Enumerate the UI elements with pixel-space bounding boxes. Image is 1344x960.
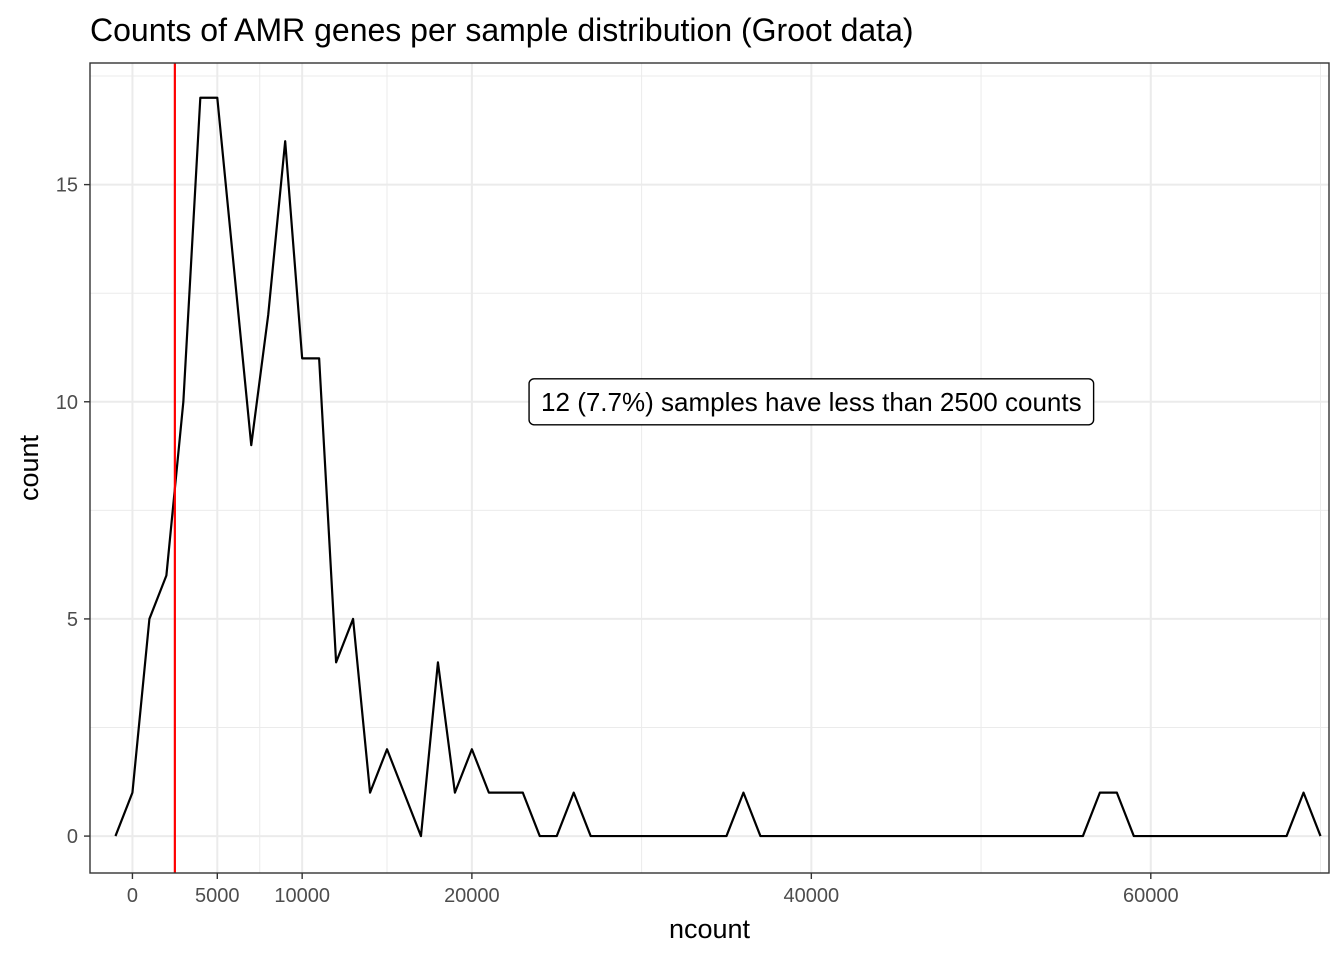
annotation-text: 12 (7.7%) samples have less than 2500 co… xyxy=(541,387,1082,417)
y-tick-label: 15 xyxy=(56,175,78,197)
series-layer xyxy=(114,96,1322,838)
plot-border xyxy=(89,62,1330,874)
x-axis-title: ncount xyxy=(669,914,751,944)
y-tick-label: 10 xyxy=(56,392,78,414)
x-tick-label: 20000 xyxy=(444,885,500,907)
y-tick-label: 0 xyxy=(67,826,78,848)
y-axis-title: count xyxy=(14,434,44,501)
x-tick-label: 0 xyxy=(127,885,138,907)
plot-panel xyxy=(90,63,1329,873)
y-tick-label: 5 xyxy=(67,609,78,631)
annotation-label: 12 (7.7%) samples have less than 2500 co… xyxy=(528,378,1095,426)
annotation-box xyxy=(528,378,1095,426)
x-tick-label: 40000 xyxy=(784,885,840,907)
x-tick-label: 60000 xyxy=(1123,885,1179,907)
axis-ticks: 0 5000 10000 20000 40000 60000 0 5 10 15 xyxy=(56,175,1179,907)
x-tick-label: 5000 xyxy=(195,885,240,907)
chart-title: Counts of AMR genes per sample distribut… xyxy=(90,12,914,48)
x-tick-label: 10000 xyxy=(274,885,330,907)
